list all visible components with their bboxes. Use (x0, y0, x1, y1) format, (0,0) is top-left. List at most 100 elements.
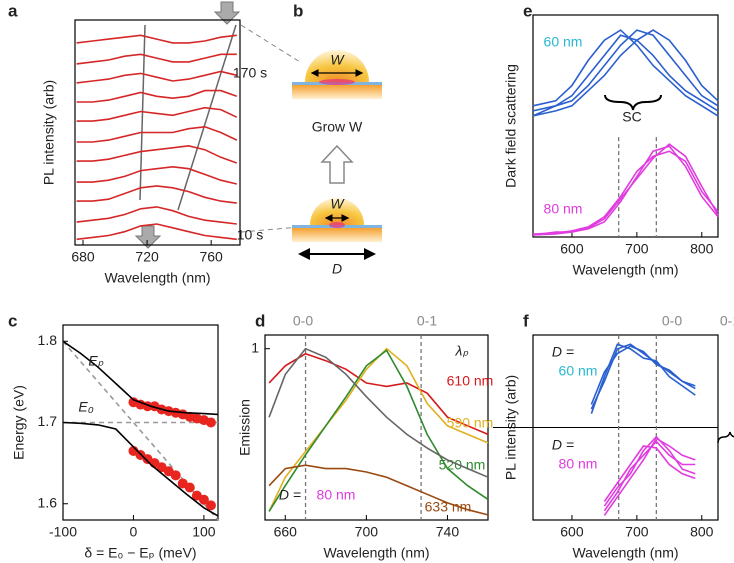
x-tick-label: 680 (71, 249, 95, 265)
y-axis-label: Emission (237, 399, 253, 456)
series-label: 590 nm (447, 415, 494, 431)
series-line (62, 421, 219, 517)
x-tick-label: 600 (560, 524, 584, 540)
annotation: D = (552, 344, 574, 360)
y-axis-label: Dark field scattering (503, 64, 519, 188)
guide-line (177, 24, 237, 211)
label: D (332, 261, 342, 277)
annotation: 80 nm (559, 456, 598, 472)
series-line (76, 70, 237, 84)
x-tick-label: 100 (192, 524, 216, 540)
x-tick-label: 800 (690, 524, 714, 540)
series-line (590, 345, 696, 405)
series-line (268, 464, 489, 516)
substrate (292, 85, 382, 99)
series-line (532, 143, 719, 236)
y-axis-label: Energy (eV) (11, 385, 27, 460)
data-point (205, 500, 216, 511)
series-line (603, 435, 696, 507)
annotation: 0-1 (417, 313, 437, 329)
plot-frame (264, 334, 489, 521)
annotation: D = (552, 437, 574, 453)
x-axis-label: Wavelength (nm) (104, 270, 210, 286)
plot-frame (532, 14, 719, 238)
x-tick-label: 700 (355, 524, 379, 540)
series-line (76, 223, 237, 241)
substrate (292, 228, 382, 242)
series-line (62, 340, 219, 521)
series-line (268, 347, 489, 478)
annotation: 0-0 (293, 313, 313, 329)
series-line (268, 352, 489, 436)
label: W (330, 196, 345, 212)
arrow-icon (213, 1, 241, 25)
x-tick-label: 740 (436, 524, 460, 540)
arrow-icon (134, 225, 162, 249)
plot-frame (74, 19, 241, 246)
x-tick-label: -100 (49, 524, 77, 540)
caption: Grow W (312, 119, 363, 135)
annotation: E₀ (78, 399, 93, 415)
x-tick-label: 700 (625, 524, 649, 540)
series-line (76, 165, 237, 185)
series-line (76, 89, 238, 103)
x-tick-label: 700 (625, 241, 649, 257)
brace (717, 431, 734, 444)
series-line (76, 53, 237, 65)
data-point (170, 470, 181, 481)
panel-label: d (255, 311, 265, 330)
annotation: D = (279, 487, 301, 503)
series-line (76, 206, 237, 225)
series-line (268, 349, 489, 512)
series-line (532, 150, 719, 235)
y-axis-label: PL intensity (arb) (41, 80, 57, 185)
series-line (603, 437, 696, 516)
x-axis-label: δ = E₀ − Eₚ (meV) (84, 545, 196, 561)
series-line (76, 125, 238, 143)
annotation: 170 s (233, 65, 267, 81)
annotation: λₚ (455, 343, 469, 359)
panel-label: f (523, 311, 529, 330)
diagram-b: b W Grow W W D (240, 1, 382, 277)
y-tick-label: 1 (251, 339, 259, 355)
annotation: Eₚ (88, 353, 103, 369)
x-tick-label: 0 (130, 524, 138, 540)
up-arrow (320, 144, 354, 184)
brace (604, 94, 662, 111)
data-point (198, 494, 209, 505)
series-line (532, 29, 719, 117)
series-label: 633 nm (425, 499, 472, 515)
annotation: 80 nm (317, 487, 356, 503)
series-line (76, 185, 237, 204)
x-tick-label: 760 (199, 249, 223, 265)
series-line (62, 340, 219, 416)
annotation: 80 nm (544, 201, 583, 217)
y-tick-label: 1.7 (38, 413, 58, 429)
data-point (184, 482, 195, 493)
data-point (205, 417, 216, 428)
series-line (76, 106, 238, 122)
x-axis-label: Wavelength (nm) (572, 262, 678, 278)
panel-label: b (293, 1, 303, 20)
annotation: 60 nm (559, 363, 598, 379)
x-tick-label: 720 (135, 249, 159, 265)
panel-label: e (523, 1, 532, 20)
x-tick-label: 800 (690, 241, 714, 257)
series-line (76, 144, 238, 164)
annotation: 0-0 (662, 313, 682, 329)
particle (310, 198, 364, 225)
y-tick-label: 1.6 (38, 494, 58, 510)
label: W (330, 52, 345, 68)
annotation: 60 nm (544, 34, 583, 50)
x-axis-label: Wavelength (nm) (323, 545, 429, 561)
x-axis-label: Wavelength (nm) (572, 545, 678, 561)
series-line (532, 145, 719, 236)
annotation: 10 s (237, 227, 263, 243)
panel-label: a (8, 1, 18, 20)
panel-label: c (8, 311, 17, 330)
connector (240, 226, 301, 233)
series-line (590, 343, 696, 410)
y-tick-label: 1.8 (38, 332, 58, 348)
gap (329, 222, 345, 228)
